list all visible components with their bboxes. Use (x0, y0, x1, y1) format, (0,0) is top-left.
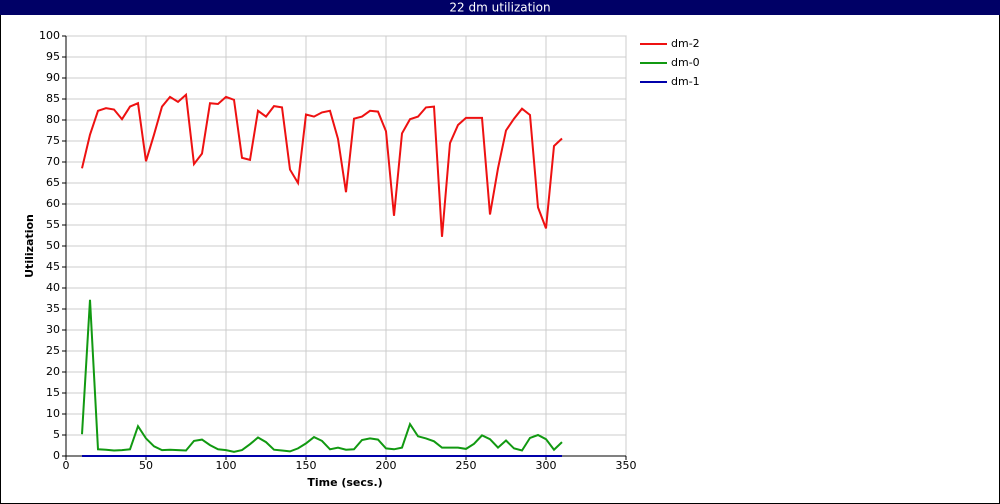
y-tick-label: 75 (46, 134, 60, 147)
x-tick-label: 150 (296, 459, 317, 472)
y-tick-label: 15 (46, 386, 60, 399)
chart-title: 22 dm utilization (449, 1, 550, 15)
y-tick-label: 25 (46, 344, 60, 357)
y-tick-label: 0 (53, 449, 60, 462)
y-tick-label: 50 (46, 239, 60, 252)
x-tick-label: 300 (536, 459, 557, 472)
x-tick-label: 0 (63, 459, 70, 472)
y-tick-label: 55 (46, 218, 60, 231)
y-tick-label: 5 (53, 428, 60, 441)
legend-label: dm-2 (671, 37, 700, 50)
series-line (81, 92, 563, 237)
y-tick-label: 70 (46, 155, 60, 168)
x-tick-label: 100 (216, 459, 237, 472)
x-tick-label: 50 (139, 459, 153, 472)
y-tick-label: 45 (46, 260, 60, 273)
y-tick-label: 95 (46, 50, 60, 63)
y-axis-label: Utilization (23, 214, 36, 278)
y-tick-label: 65 (46, 176, 60, 189)
legend-label: dm-0 (671, 56, 700, 69)
title-bar (0, 0, 1000, 15)
legend-label: dm-1 (671, 75, 700, 88)
y-tick-label: 30 (46, 323, 60, 336)
x-tick-label: 200 (376, 459, 397, 472)
y-tick-label: 35 (46, 302, 60, 315)
x-axis-label: Time (secs.) (307, 476, 382, 489)
y-tick-label: 85 (46, 92, 60, 105)
x-tick-label: 250 (456, 459, 477, 472)
y-tick-label: 10 (46, 407, 60, 420)
series-line (81, 299, 563, 453)
x-tick-label: 350 (616, 459, 637, 472)
y-tick-label: 20 (46, 365, 60, 378)
y-tick-label: 80 (46, 113, 60, 126)
y-tick-label: 90 (46, 71, 60, 84)
y-tick-label: 40 (46, 281, 60, 294)
y-tick-label: 60 (46, 197, 60, 210)
y-tick-label: 100 (39, 29, 60, 42)
